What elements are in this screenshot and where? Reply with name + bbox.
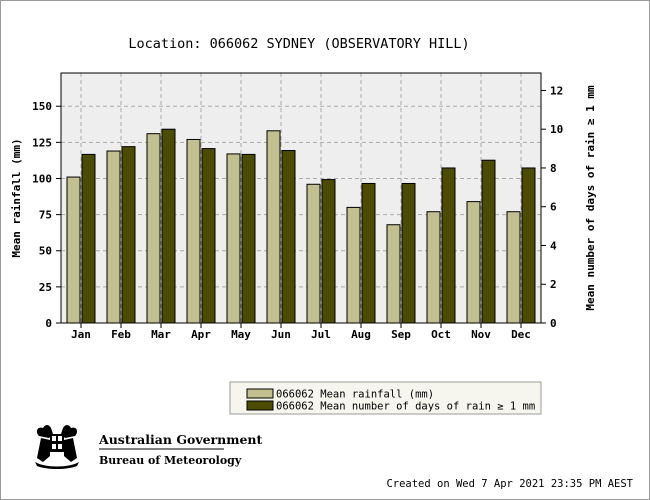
x-tick-label: Dec xyxy=(511,328,531,341)
left-tick-label: 0 xyxy=(45,317,52,330)
right-tick-label: 4 xyxy=(550,239,557,252)
legend-label-raindays: 066062 Mean number of days of rain ≥ 1 m… xyxy=(276,401,535,413)
right-tick-label: 12 xyxy=(550,84,563,97)
x-tick-label: Mar xyxy=(151,328,171,341)
bar-raindays-may xyxy=(241,153,256,324)
x-axis-ticks: Jan Feb Mar Apr May Jun Jul Aug Sep Oct Nov Dec xyxy=(71,323,531,341)
bar-rainfall-oct xyxy=(426,211,441,324)
left-tick-label: 75 xyxy=(39,209,52,222)
legend-swatch-raindays xyxy=(246,400,274,411)
y-axis-right-title: Mean number of days of rain ≥ 1 mm xyxy=(584,85,597,311)
right-axis-ticks: 0 2 4 6 8 10 12 xyxy=(541,84,563,330)
left-tick-label: 100 xyxy=(32,172,52,185)
x-tick-label: Apr xyxy=(191,328,211,341)
legend-label-rainfall: 066062 Mean rainfall (mm) xyxy=(276,389,434,401)
bar-raindays-mar xyxy=(161,128,176,324)
right-tick-label: 10 xyxy=(550,123,563,136)
chart-title: Location: 066062 SYDNEY (OBSERVATORY HIL… xyxy=(128,36,469,52)
plot-area xyxy=(61,73,541,323)
x-tick-label: Jul xyxy=(311,328,331,341)
bar-raindays-jan xyxy=(81,153,96,324)
bar-raindays-jul xyxy=(321,179,336,324)
x-tick-label: Oct xyxy=(431,328,451,341)
created-timestamp: Created on Wed 7 Apr 2021 23:35 PM AEST xyxy=(386,478,633,490)
x-tick-label: Jun xyxy=(271,328,291,341)
bar-rainfall-dec xyxy=(506,211,521,324)
bar-raindays-jun xyxy=(281,150,296,324)
bar-raindays-oct xyxy=(441,167,456,324)
legend-box xyxy=(229,381,542,415)
bar-rainfall-aug xyxy=(346,206,361,324)
left-tick-label: 150 xyxy=(32,100,52,113)
bar-raindays-dec xyxy=(521,167,536,324)
left-axis-ticks: 0 25 50 75 100 125 150 xyxy=(32,100,61,330)
bar-rainfall-nov xyxy=(466,201,481,324)
gov-line2: Bureau of Meteorology xyxy=(99,454,242,467)
left-tick-label: 25 xyxy=(39,281,52,294)
plot-border xyxy=(60,72,542,324)
bar-rainfall-apr xyxy=(186,138,201,324)
x-tick-label: Aug xyxy=(351,328,371,341)
bar-rainfall-feb xyxy=(106,150,121,324)
right-tick-label: 0 xyxy=(550,317,557,330)
bar-rainfall-may xyxy=(226,153,241,324)
x-tick-label: Feb xyxy=(111,328,131,341)
bar-rainfall-sep xyxy=(386,224,401,324)
legend: 066062 Mean rainfall (mm) 066062 Mean nu… xyxy=(229,381,542,415)
gridlines xyxy=(61,73,541,323)
government-logo: Australian Government Bureau of Meteorol… xyxy=(35,425,262,469)
legend-swatch-rainfall xyxy=(246,388,274,399)
right-tick-label: 6 xyxy=(550,201,557,214)
bar-rainfall-jan xyxy=(66,176,81,324)
left-tick-label: 50 xyxy=(39,245,52,258)
gov-line1: Australian Government xyxy=(98,432,262,447)
bar-rainfall-jul xyxy=(306,183,321,324)
bar-raindays-sep xyxy=(401,182,416,324)
x-tick-label: Jan xyxy=(71,328,91,341)
bars xyxy=(66,128,536,324)
right-tick-label: 2 xyxy=(550,278,557,291)
coat-of-arms-icon xyxy=(35,425,79,469)
bar-raindays-feb xyxy=(121,146,136,324)
bar-raindays-nov xyxy=(481,159,496,324)
bar-raindays-aug xyxy=(361,182,376,324)
y-axis-title: Mean rainfall (mm) xyxy=(10,138,23,257)
x-tick-label: Sep xyxy=(391,328,411,341)
left-tick-label: 125 xyxy=(32,136,52,149)
bar-raindays-apr xyxy=(201,148,216,324)
bar-rainfall-jun xyxy=(266,130,281,324)
x-tick-label: May xyxy=(231,328,251,341)
right-tick-label: 8 xyxy=(550,162,557,175)
bar-rainfall-mar xyxy=(146,133,161,324)
x-tick-label: Nov xyxy=(471,328,491,341)
